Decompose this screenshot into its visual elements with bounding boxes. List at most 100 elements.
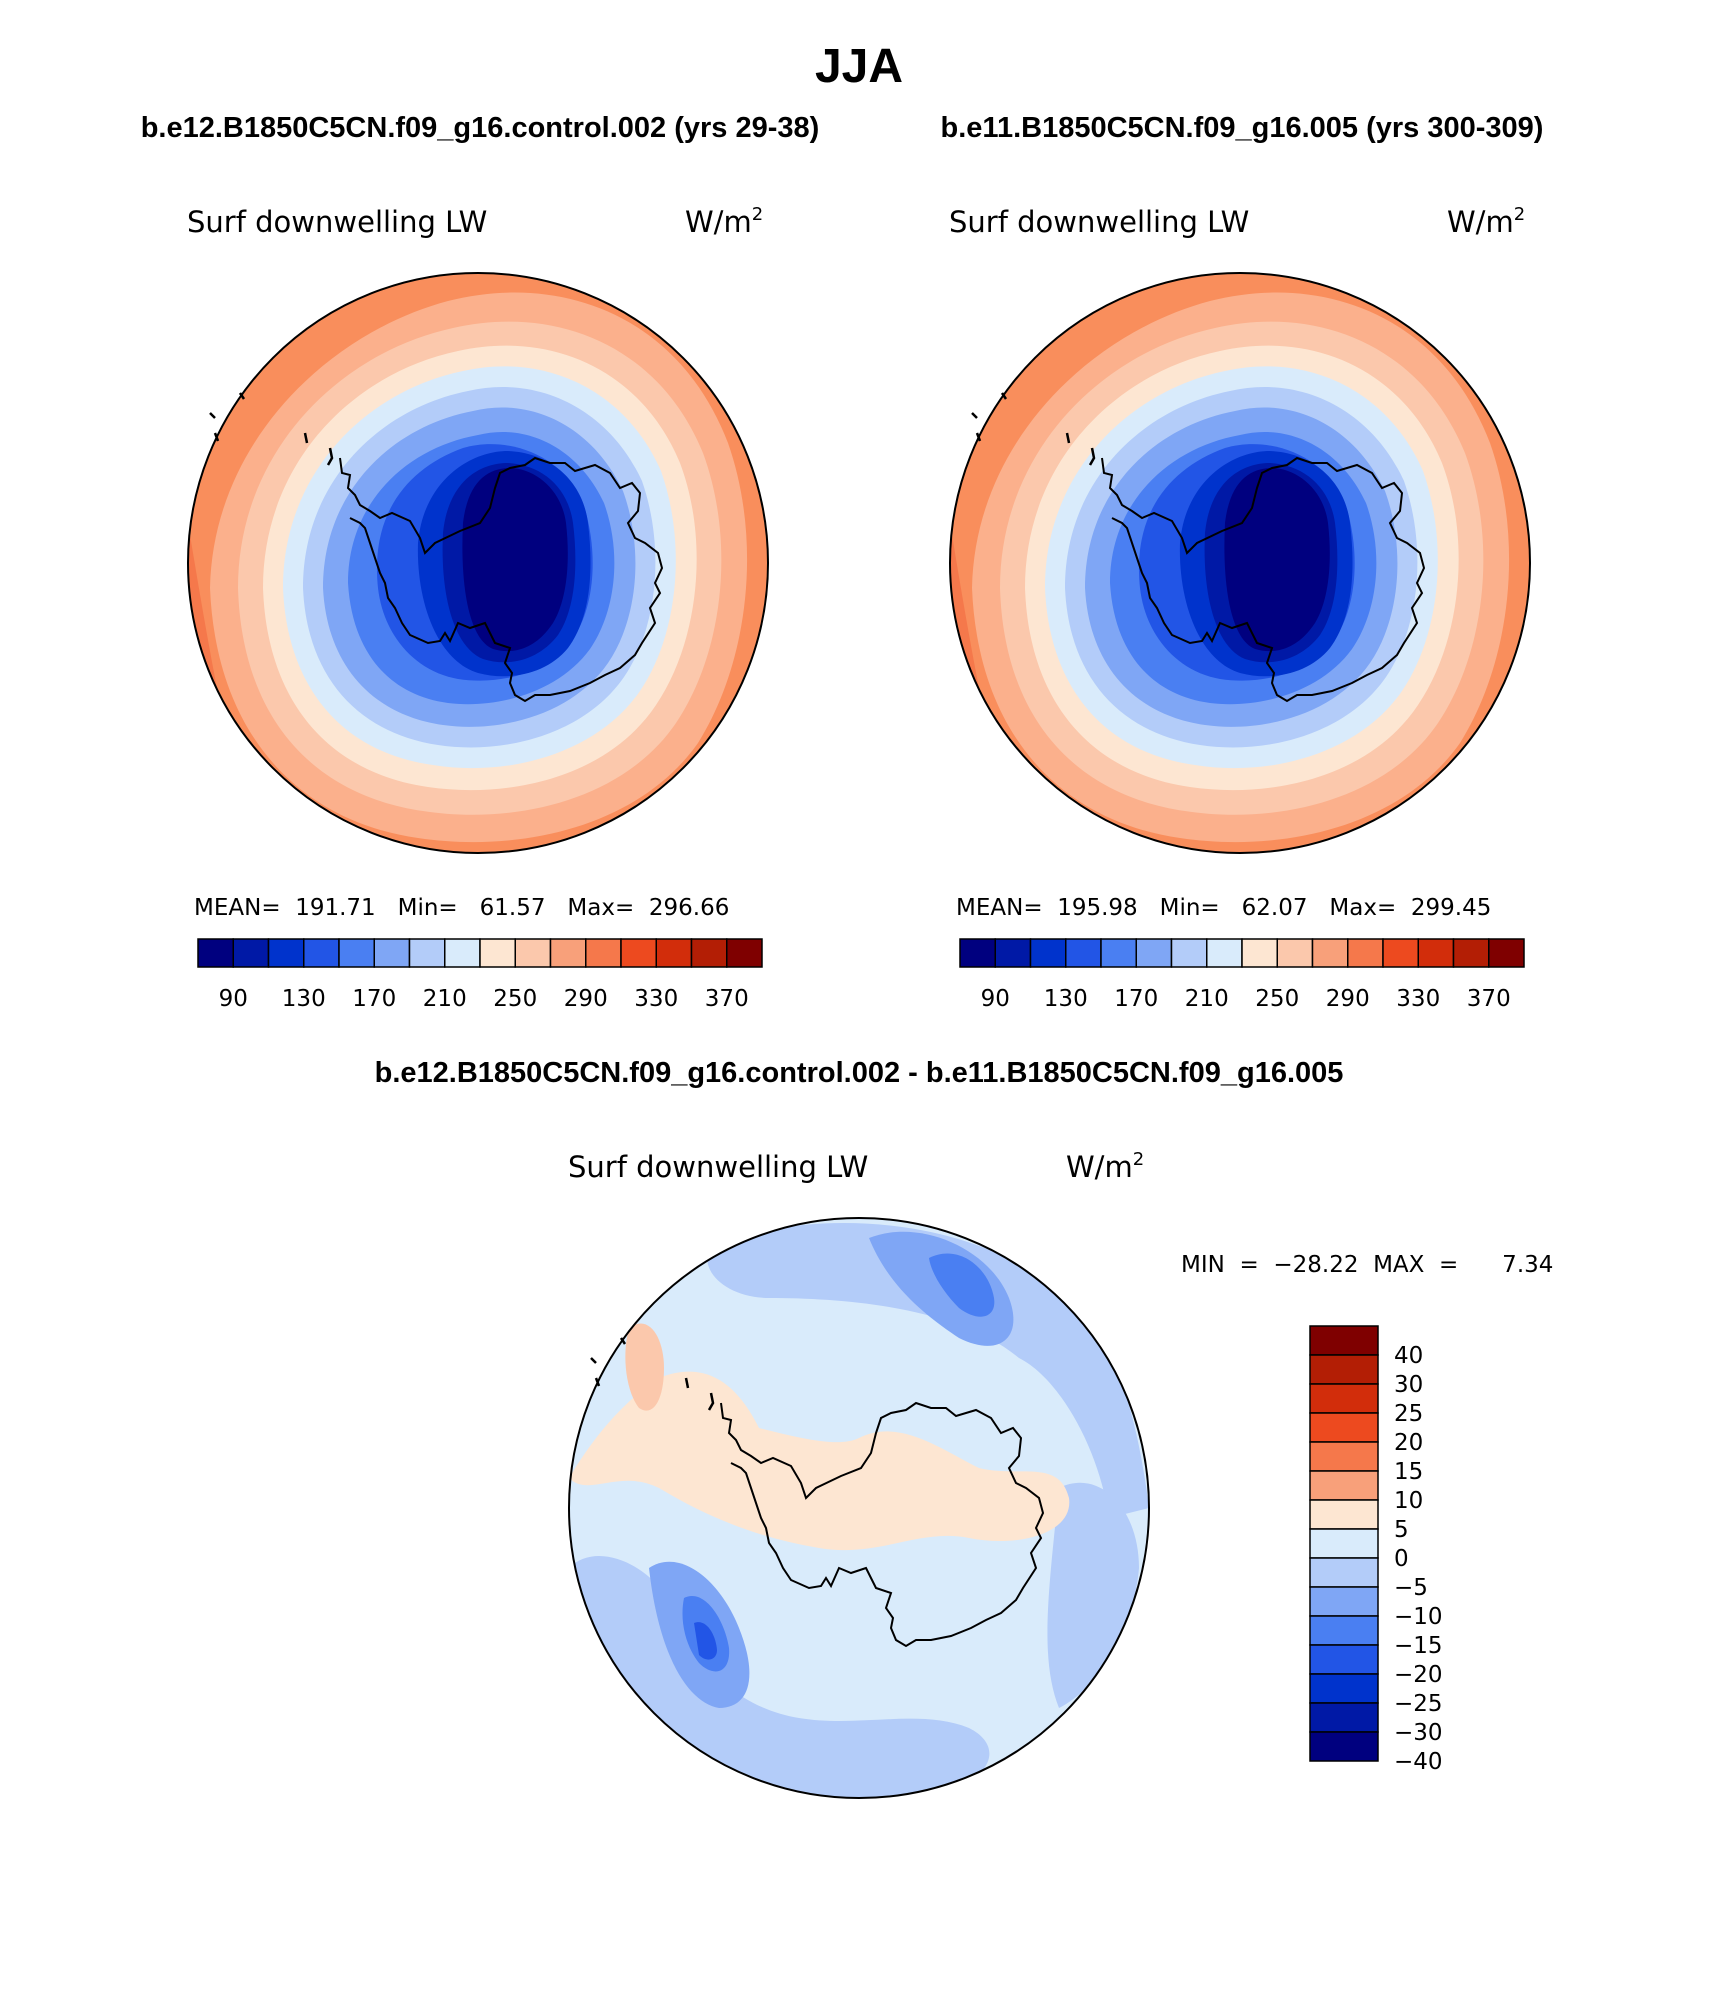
right-colorbar-tick-label: 250: [1255, 986, 1299, 1012]
left-colorbar-swatch: [444, 938, 481, 968]
left-panel: Surf downwelling LW W/m2 MEAN= 191.71 Mi…: [187, 204, 769, 1012]
diff-colorbar-tick-label: 0: [1394, 1546, 1409, 1572]
right-colorbar-swatch: [1029, 938, 1067, 968]
difference-title: b.e12.B1850C5CN.f09_g16.control.002 - b.…: [375, 1057, 1344, 1089]
diff-colorbar-swatch: [1309, 1731, 1379, 1762]
diff-colorbar-swatch: [1309, 1470, 1379, 1501]
diff-colorbar-tick-label: 10: [1394, 1488, 1423, 1514]
diff-colorbar-swatch: [1309, 1499, 1379, 1530]
diff-units-superscript: 2: [1133, 1149, 1144, 1170]
left-colorbar-swatch: [620, 938, 657, 968]
diff-colorbar: 40 30 25 20 15 10 5 0 −5 −10 −15 −20 −25 −30 −40: [1309, 1325, 1443, 1775]
diff-colorbar-tick-label: 20: [1394, 1430, 1423, 1456]
diff-colorbar-swatch: [1309, 1673, 1379, 1704]
diff-colorbar-tick-label: 40: [1394, 1343, 1423, 1369]
right-colorbar-swatch: [1206, 938, 1243, 968]
right-polar-map: [950, 273, 1530, 853]
diff-colorbar-tick-label: −30: [1394, 1720, 1443, 1746]
diff-colorbar-swatch: [1309, 1586, 1379, 1617]
diff-colorbar-swatch: [1309, 1412, 1379, 1443]
diff-colorbar-tick-label: −10: [1394, 1604, 1443, 1630]
left-colorbar: 90 130 170 210 250 290 330 370: [197, 938, 763, 1012]
diff-colorbar-swatch: [1309, 1557, 1379, 1588]
diff-colorbar-tick-label: −15: [1394, 1633, 1443, 1659]
difference-polar-map: [569, 1218, 1149, 1798]
left-colorbar-swatch: [373, 938, 411, 968]
left-variable-label: Surf downwelling LW: [187, 205, 487, 239]
left-units-label: W/m2: [685, 204, 763, 239]
left-colorbar-tick-label: 290: [564, 986, 608, 1012]
left-units-text: W/m: [685, 205, 752, 239]
diff-colorbar-swatch: [1309, 1528, 1379, 1559]
right-case-title: b.e11.B1850C5CN.f09_g16.005 (yrs 300-309…: [941, 112, 1544, 144]
diff-colorbar-tick-label: 5: [1394, 1517, 1409, 1543]
left-colorbar-swatch: [690, 938, 728, 968]
diff-colorbar-tick-label: −5: [1394, 1575, 1428, 1601]
diff-colorbar-swatch: [1309, 1441, 1379, 1472]
right-variable-label: Surf downwelling LW: [949, 205, 1249, 239]
right-colorbar-swatch: [1452, 938, 1490, 968]
right-map-boundary: [949, 272, 1531, 854]
left-colorbar-swatch: [549, 938, 587, 968]
left-colorbar-swatch: [267, 938, 305, 968]
right-colorbar-tick-label: 210: [1185, 986, 1229, 1012]
left-colorbar-tick-label: 250: [493, 986, 537, 1012]
diff-map-boundary: [568, 1217, 1150, 1799]
left-colorbar-tick-label: 370: [705, 986, 749, 1012]
right-colorbar-swatch: [994, 938, 1032, 968]
diff-colorbar-tick-label: 30: [1394, 1372, 1423, 1398]
left-colorbar-swatch: [232, 938, 270, 968]
right-colorbar-swatch: [1382, 938, 1419, 968]
right-colorbar-swatch: [1488, 938, 1525, 968]
right-colorbar-swatch: [1065, 938, 1102, 968]
right-colorbar-swatch: [1100, 938, 1137, 968]
right-colorbar-swatch: [1311, 938, 1349, 968]
right-colorbar-tick-label: 130: [1044, 986, 1088, 1012]
right-colorbar-tick-label: 370: [1467, 986, 1511, 1012]
left-colorbar-tick-label: 90: [219, 986, 248, 1012]
diff-colorbar-swatch: [1309, 1702, 1379, 1733]
left-colorbar-tick-label: 330: [634, 986, 678, 1012]
left-stats-label: MEAN= 191.71 Min= 61.57 Max= 296.66: [194, 895, 729, 921]
left-colorbar-tick-label: 210: [423, 986, 467, 1012]
right-colorbar-tick-label: 90: [981, 986, 1010, 1012]
right-colorbar-swatch: [1135, 938, 1173, 968]
left-colorbar-swatch: [408, 938, 446, 968]
right-colorbar-tick-label: 290: [1326, 986, 1370, 1012]
left-colorbar-swatch: [338, 938, 375, 968]
diff-units-text: W/m: [1066, 1150, 1133, 1184]
right-units-text: W/m: [1447, 205, 1514, 239]
right-colorbar-swatch: [1417, 938, 1455, 968]
diff-stats-label: MIN = −28.22 MAX = 7.34: [1181, 1252, 1553, 1278]
diff-colorbar-tick-label: −20: [1394, 1662, 1443, 1688]
right-units-label: W/m2: [1447, 204, 1525, 239]
diff-colorbar-tick-label: −25: [1394, 1691, 1443, 1717]
right-colorbar-tick-label: 330: [1396, 986, 1440, 1012]
diff-colorbar-swatch: [1309, 1644, 1379, 1675]
left-map-boundary: [187, 272, 769, 854]
left-colorbar-swatch: [479, 938, 516, 968]
right-colorbar-swatch: [1241, 938, 1278, 968]
left-polar-map: [188, 273, 768, 853]
diff-colorbar-swatch: [1309, 1615, 1379, 1646]
left-case-title: b.e12.B1850C5CN.f09_g16.control.002 (yrs…: [141, 112, 820, 144]
left-colorbar-tick-label: 130: [282, 986, 326, 1012]
left-colorbar-tick-label: 170: [352, 986, 396, 1012]
diff-units-label: W/m2: [1066, 1149, 1144, 1184]
left-colorbar-swatch: [197, 938, 234, 968]
left-units-superscript: 2: [752, 204, 763, 225]
left-colorbar-swatch: [655, 938, 693, 968]
left-colorbar-swatch: [303, 938, 340, 968]
diff-variable-label: Surf downwelling LW: [568, 1150, 868, 1184]
right-colorbar-swatch: [959, 938, 996, 968]
diff-colorbar-swatch: [1309, 1383, 1379, 1414]
right-units-superscript: 2: [1514, 204, 1525, 225]
right-stats-label: MEAN= 195.98 Min= 62.07 Max= 299.45: [956, 895, 1491, 921]
diff-colorbar-tick-label: 25: [1394, 1401, 1423, 1427]
left-colorbar-swatch: [514, 938, 552, 968]
right-colorbar-swatch: [1347, 938, 1384, 968]
right-colorbar-swatch: [1170, 938, 1208, 968]
diff-colorbar-swatch: [1309, 1354, 1379, 1385]
right-colorbar-swatch: [1276, 938, 1314, 968]
